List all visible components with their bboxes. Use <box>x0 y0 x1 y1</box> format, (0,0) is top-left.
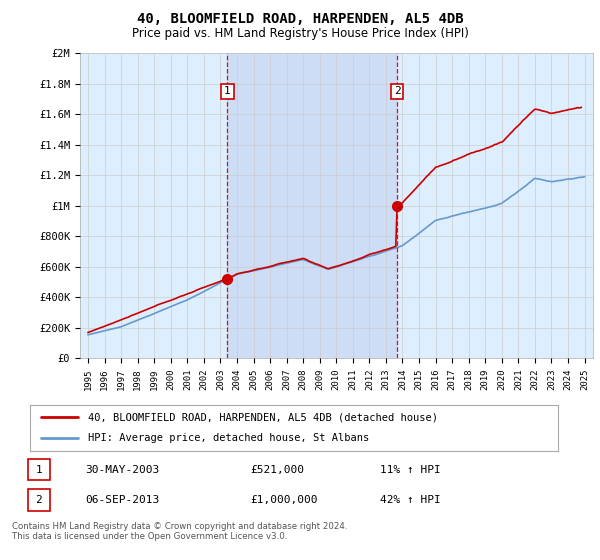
Text: 1: 1 <box>224 86 231 96</box>
Text: £521,000: £521,000 <box>250 465 304 475</box>
Text: 06-SEP-2013: 06-SEP-2013 <box>85 495 159 505</box>
Text: Contains HM Land Registry data © Crown copyright and database right 2024.
This d: Contains HM Land Registry data © Crown c… <box>12 522 347 542</box>
Text: 2: 2 <box>35 495 43 505</box>
Text: 40, BLOOMFIELD ROAD, HARPENDEN, AL5 4DB (detached house): 40, BLOOMFIELD ROAD, HARPENDEN, AL5 4DB … <box>88 412 438 422</box>
Text: Price paid vs. HM Land Registry's House Price Index (HPI): Price paid vs. HM Land Registry's House … <box>131 27 469 40</box>
Text: 2: 2 <box>394 86 400 96</box>
Text: 30-MAY-2003: 30-MAY-2003 <box>85 465 159 475</box>
Text: HPI: Average price, detached house, St Albans: HPI: Average price, detached house, St A… <box>88 433 370 444</box>
Text: 1: 1 <box>35 465 43 475</box>
Bar <box>28 489 50 511</box>
Text: 40, BLOOMFIELD ROAD, HARPENDEN, AL5 4DB: 40, BLOOMFIELD ROAD, HARPENDEN, AL5 4DB <box>137 12 463 26</box>
Text: £1,000,000: £1,000,000 <box>250 495 317 505</box>
Text: 42% ↑ HPI: 42% ↑ HPI <box>380 495 441 505</box>
Bar <box>28 459 50 480</box>
Bar <box>227 53 397 358</box>
Text: 11% ↑ HPI: 11% ↑ HPI <box>380 465 441 475</box>
